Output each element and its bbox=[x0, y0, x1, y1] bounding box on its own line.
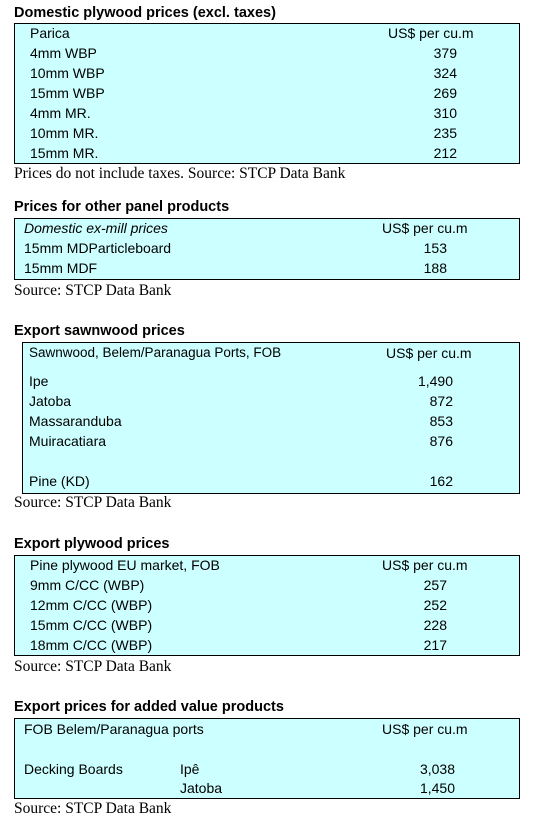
row-value: 269 bbox=[433, 85, 457, 101]
row-label: Jatoba bbox=[29, 393, 72, 409]
row-label: 15mm MR. bbox=[30, 145, 99, 161]
table-header-label: Domestic ex-mill prices bbox=[24, 220, 168, 236]
domestic-plywood-table bbox=[14, 23, 520, 164]
row-value: 188 bbox=[423, 260, 447, 276]
row-label: Jatoba bbox=[180, 780, 223, 796]
row-value: 257 bbox=[423, 577, 447, 593]
table-header-unit: US$ per cu.m bbox=[382, 220, 468, 236]
table-header-unit: US$ per cu.m bbox=[382, 721, 468, 737]
source-note: Source: STCP Data Bank bbox=[14, 800, 172, 817]
row-label: 4mm WBP bbox=[30, 45, 97, 61]
row-label: 10mm MR. bbox=[30, 125, 99, 141]
section-title-added-value: Export prices for added value products bbox=[14, 699, 284, 715]
row-value: 876 bbox=[429, 433, 453, 449]
row-value: 3,038 bbox=[419, 761, 455, 777]
row-label: 9mm C/CC (WBP) bbox=[30, 577, 145, 593]
other-panels-table bbox=[14, 218, 520, 280]
row-value: 153 bbox=[423, 240, 447, 256]
row-label: 15mm MDParticleboard bbox=[24, 240, 172, 256]
table-header-unit: US$ per cu.m bbox=[388, 25, 474, 41]
row-value: 1,450 bbox=[419, 780, 455, 796]
row-value: 252 bbox=[423, 597, 447, 613]
row-value: 853 bbox=[429, 413, 453, 429]
row-value: 228 bbox=[423, 617, 447, 633]
table-header-unit: US$ per cu.m bbox=[382, 557, 468, 573]
added-value-table bbox=[14, 718, 520, 799]
row-label: Muiracatiara bbox=[29, 433, 107, 449]
row-label: Ipê bbox=[180, 761, 200, 777]
table-header-label: Pine plywood EU market, FOB bbox=[30, 557, 220, 573]
table-header-label: Parica bbox=[30, 25, 70, 41]
source-note: Prices do not include taxes. Source: STC… bbox=[14, 165, 346, 182]
section-title-export-plywood: Export plywood prices bbox=[14, 536, 170, 552]
table-header-label: FOB Belem/Paranagua ports bbox=[24, 721, 204, 737]
row-value: 872 bbox=[429, 393, 453, 409]
row-label: 4mm MR. bbox=[30, 105, 91, 121]
row-label: 10mm WBP bbox=[30, 65, 105, 81]
row-label: Massaranduba bbox=[29, 413, 122, 429]
row-value: 1,490 bbox=[417, 373, 453, 389]
source-note: Source: STCP Data Bank bbox=[14, 282, 172, 299]
row-value: 310 bbox=[433, 105, 457, 121]
row-value: 212 bbox=[433, 145, 457, 161]
row-value: 217 bbox=[423, 637, 447, 653]
row-label: 18mm C/CC (WBP) bbox=[30, 637, 153, 653]
table-header-unit: US$ per cu.m bbox=[386, 345, 472, 361]
row-label: Ipe bbox=[29, 373, 49, 389]
row-label: 15mm C/CC (WBP) bbox=[30, 617, 153, 633]
row-value: 379 bbox=[433, 45, 457, 61]
group-label: Decking Boards bbox=[24, 761, 123, 777]
section-title-other-panels: Prices for other panel products bbox=[14, 199, 230, 215]
row-value: 324 bbox=[433, 65, 457, 81]
source-note: Source: STCP Data Bank bbox=[14, 494, 172, 511]
row-label: 12mm C/CC (WBP) bbox=[30, 597, 153, 613]
export-plywood-table bbox=[14, 555, 520, 656]
export-sawnwood-table bbox=[22, 342, 520, 494]
source-note: Source: STCP Data Bank bbox=[14, 658, 172, 675]
row-label: Pine (KD) bbox=[29, 473, 90, 489]
row-label: 15mm WBP bbox=[30, 85, 105, 101]
row-value: 162 bbox=[429, 473, 453, 489]
row-label: 15mm MDF bbox=[24, 260, 98, 276]
table-header-label: Sawnwood, Belem/Paranagua Ports, FOB bbox=[29, 345, 282, 360]
section-title-export-sawnwood: Export sawnwood prices bbox=[14, 323, 185, 339]
section-title-domestic-plywood: Domestic plywood prices (excl. taxes) bbox=[14, 5, 276, 21]
row-value: 235 bbox=[433, 125, 457, 141]
